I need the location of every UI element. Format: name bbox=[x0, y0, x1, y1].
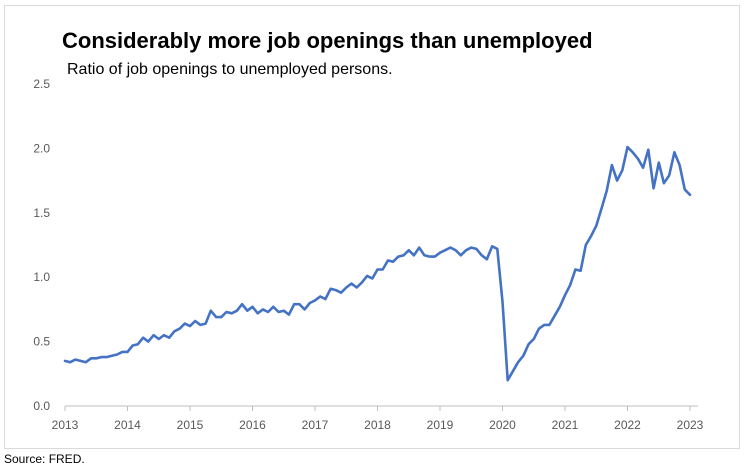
x-tick-label: 2017 bbox=[302, 418, 329, 432]
x-tick-label: 2014 bbox=[114, 418, 141, 432]
x-tick-label: 2018 bbox=[364, 418, 391, 432]
x-tick-label: 2023 bbox=[677, 418, 704, 432]
y-axis: 0.0 0.5 1.0 1.5 2.0 2.5 bbox=[33, 77, 50, 413]
y-tick-label: 1.5 bbox=[33, 206, 50, 220]
chart-subtitle: Ratio of job openings to unemployed pers… bbox=[67, 61, 393, 78]
x-tick-label: 2022 bbox=[614, 418, 641, 432]
x-tick-label: 2016 bbox=[239, 418, 266, 432]
x-tick-label: 2020 bbox=[489, 418, 516, 432]
x-tick-label: 2015 bbox=[177, 418, 204, 432]
x-tick-label: 2013 bbox=[52, 418, 79, 432]
series-layer bbox=[63, 145, 692, 382]
y-tick-label: 0.5 bbox=[33, 335, 50, 349]
y-tick-label: 2.0 bbox=[33, 141, 50, 155]
x-tick-label: 2021 bbox=[552, 418, 579, 432]
series-line bbox=[63, 145, 692, 382]
y-tick-label: 2.5 bbox=[33, 77, 50, 91]
y-tick-label: 0.0 bbox=[33, 399, 50, 413]
y-tick-label: 1.0 bbox=[33, 270, 50, 284]
chart-frame bbox=[4, 5, 740, 449]
x-axis: 2013 2014 2015 2016 2017 2018 2019 2020 2021 2022… bbox=[52, 405, 704, 432]
source-note: Source: FRED. bbox=[4, 452, 85, 466]
chart-title: Considerably more job openings than unem… bbox=[62, 28, 593, 53]
x-tick-label: 2019 bbox=[427, 418, 454, 432]
